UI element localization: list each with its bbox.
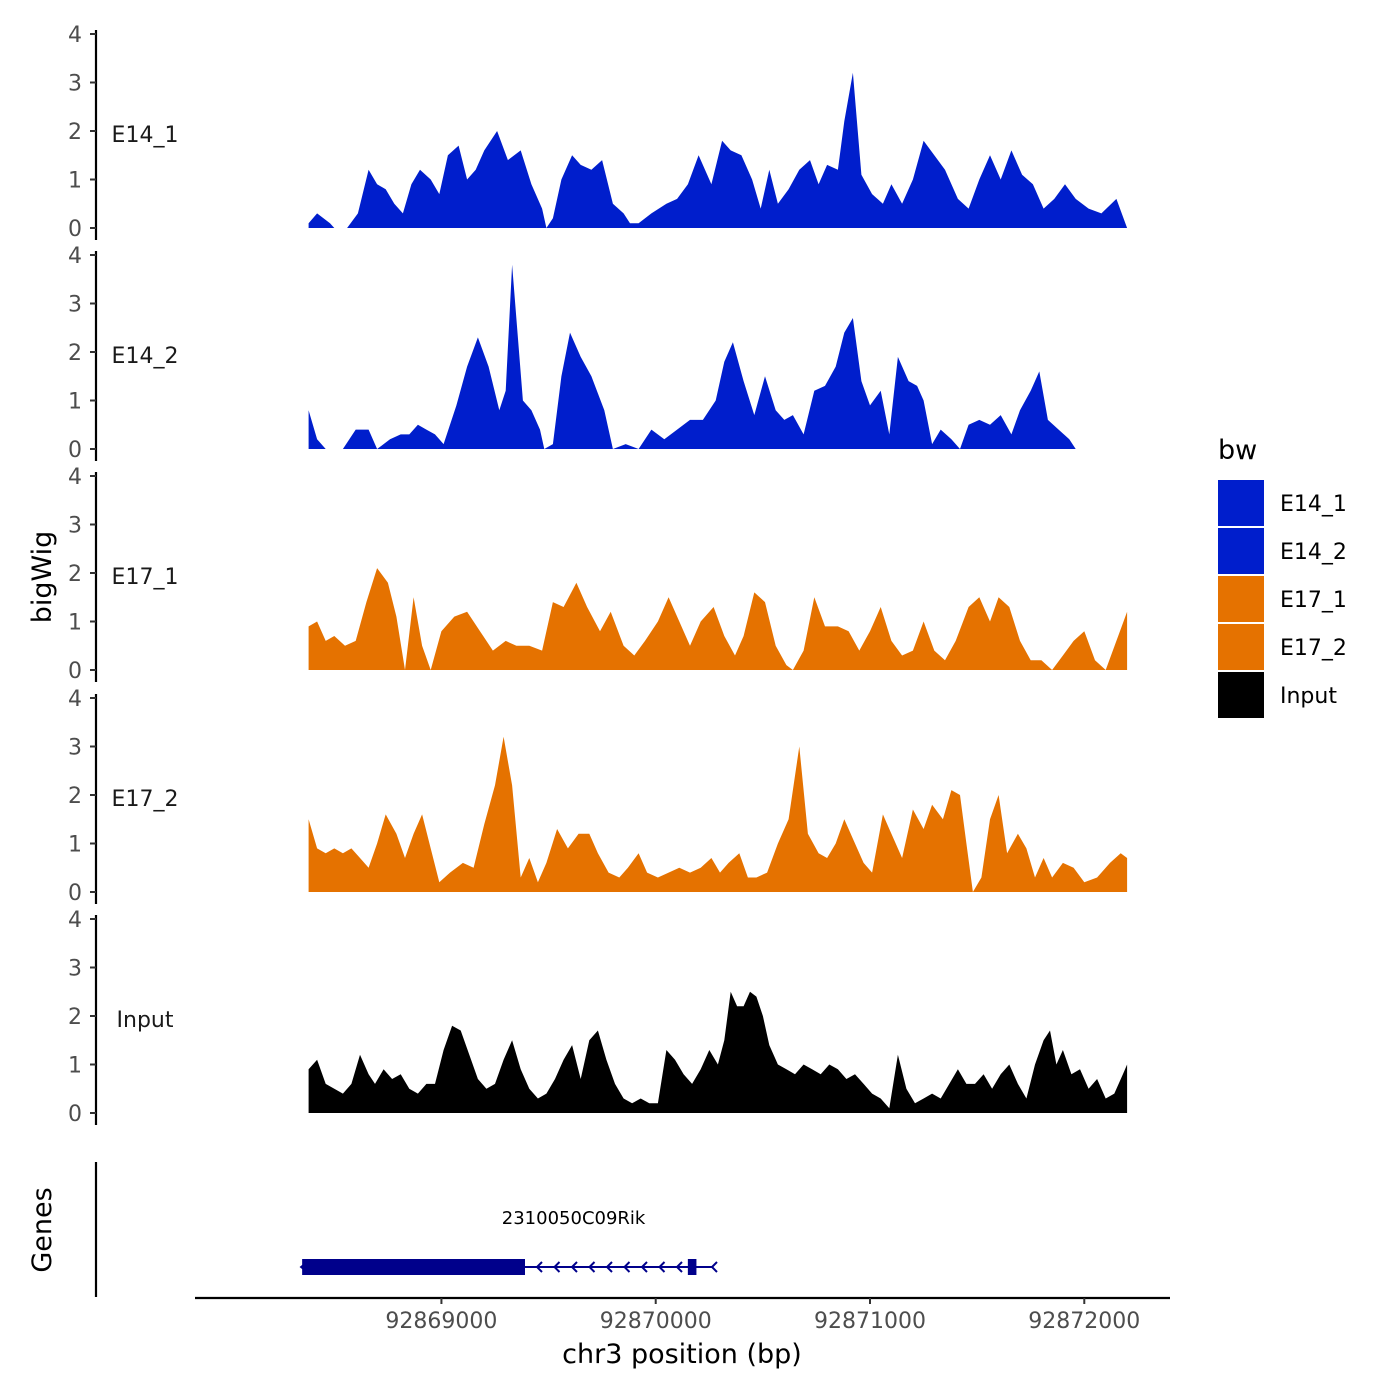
y-tick-label-e17-2-3: 3 bbox=[68, 736, 82, 761]
track-e14-2: 0 1 2 3 4 E14_2 bbox=[68, 244, 1076, 463]
x-tick-label-92871000: 92871000 bbox=[814, 1309, 926, 1334]
legend-label-e14-2: E14_2 bbox=[1280, 540, 1347, 565]
legend-swatch-input bbox=[1218, 672, 1264, 718]
y-tick-label-input-4: 4 bbox=[68, 908, 82, 933]
y-tick-label-input-3: 3 bbox=[68, 957, 82, 982]
gene-exon-block-1 bbox=[302, 1259, 525, 1275]
y-tick-label-e17-1-1: 1 bbox=[68, 611, 82, 636]
track-label-e17-2: E17_2 bbox=[112, 787, 179, 812]
track-label-input: Input bbox=[117, 1008, 174, 1033]
coverage-area-e17-1 bbox=[308, 568, 1128, 670]
track-label-e14-2: E14_2 bbox=[112, 344, 179, 369]
y-tick-label-e17-2-1: 1 bbox=[68, 833, 82, 858]
y-tick-label-e14-1-3: 3 bbox=[68, 72, 82, 97]
y-tick-label-e14-1-1: 1 bbox=[68, 169, 82, 194]
y-tick-label-e14-1-4: 4 bbox=[68, 23, 82, 48]
y-tick-label-input-0: 0 bbox=[68, 1102, 82, 1127]
tracks-group: 0 1 2 3 4 E14_1 0 1 2 3 4 E14_2 0 1 2 3 4 E17_1 0 1 2 3 4 E17_2… bbox=[68, 23, 1128, 1127]
gene-exon-block-2 bbox=[687, 1259, 697, 1275]
track-e14-1: 0 1 2 3 4 E14_1 bbox=[68, 23, 1128, 242]
y-tick-label-e14-2-1: 1 bbox=[68, 390, 82, 415]
legend-label-e17-2: E17_2 bbox=[1280, 636, 1347, 661]
legend-swatch-e17-2 bbox=[1218, 624, 1264, 670]
y-tick-label-e17-2-2: 2 bbox=[68, 784, 82, 809]
y-axis-title: bigWig bbox=[27, 531, 58, 624]
legend-swatch-e14-1 bbox=[1218, 480, 1264, 526]
x-tick-label-92869000: 92869000 bbox=[385, 1309, 497, 1334]
gene-panel: 2310050C09Rik bbox=[94, 1162, 718, 1297]
y-tick-label-e17-2-0: 0 bbox=[68, 881, 82, 906]
strand-arrow-9 bbox=[675, 1261, 683, 1273]
track-e17-1: 0 1 2 3 4 E17_1 bbox=[68, 465, 1128, 684]
legend-label-e17-1: E17_1 bbox=[1280, 588, 1347, 613]
track-input: 0 1 2 3 4 Input bbox=[68, 908, 1128, 1127]
strand-arrow-1 bbox=[535, 1261, 543, 1273]
x-tick-label-92872000: 92872000 bbox=[1028, 1309, 1140, 1334]
y-tick-label-e17-2-4: 4 bbox=[68, 687, 82, 712]
strand-arrow-3 bbox=[570, 1261, 578, 1273]
strand-arrow-5 bbox=[605, 1261, 613, 1273]
coverage-area-e14-2 bbox=[308, 264, 1076, 449]
genes-panel-title: Genes bbox=[27, 1187, 58, 1272]
y-tick-label-e17-1-2: 2 bbox=[68, 562, 82, 587]
gene-start-cap bbox=[299, 1262, 307, 1272]
gene-end-cap bbox=[710, 1261, 718, 1273]
y-tick-label-e14-2-0: 0 bbox=[68, 438, 82, 463]
legend-swatch-e14-2 bbox=[1218, 528, 1264, 574]
strand-arrow-7 bbox=[640, 1261, 648, 1273]
y-tick-label-e14-2-3: 3 bbox=[68, 293, 82, 318]
legend-title: bw bbox=[1218, 435, 1257, 466]
strand-arrow-2 bbox=[553, 1261, 561, 1273]
y-tick-label-input-1: 1 bbox=[68, 1054, 82, 1079]
strand-arrow-4 bbox=[588, 1261, 596, 1273]
y-tick-label-e17-1-3: 3 bbox=[68, 514, 82, 539]
track-label-e14-1: E14_1 bbox=[112, 123, 179, 148]
y-tick-label-e14-1-0: 0 bbox=[68, 217, 82, 242]
strand-arrow-8 bbox=[658, 1261, 666, 1273]
y-tick-label-e14-1-2: 2 bbox=[68, 120, 82, 145]
x-tick-label-92870000: 92870000 bbox=[600, 1309, 712, 1334]
coverage-area-e14-1 bbox=[308, 72, 1128, 228]
legend-label-input: Input bbox=[1280, 684, 1337, 709]
track-label-e17-1: E17_1 bbox=[112, 565, 179, 590]
legend-label-e14-1: E14_1 bbox=[1280, 492, 1347, 517]
y-tick-label-e14-2-4: 4 bbox=[68, 244, 82, 269]
legend: bw E14_1 E14_2 E17_1 E17_2 Input bbox=[1218, 435, 1347, 718]
y-tick-label-e14-2-2: 2 bbox=[68, 341, 82, 366]
x-axis-title: chr3 position (bp) bbox=[562, 1339, 802, 1370]
gene-name-label: 2310050C09Rik bbox=[502, 1208, 646, 1229]
y-tick-label-e17-1-0: 0 bbox=[68, 659, 82, 684]
coverage-area-input bbox=[308, 991, 1128, 1113]
x-axis: 92869000 92870000 92871000 92872000 bbox=[195, 1296, 1170, 1334]
gene-2310050c09rik: 2310050C09Rik bbox=[299, 1208, 718, 1275]
legend-swatch-e17-1 bbox=[1218, 576, 1264, 622]
strand-arrow-6 bbox=[623, 1261, 631, 1273]
y-tick-label-input-2: 2 bbox=[68, 1005, 82, 1030]
track-e17-2: 0 1 2 3 4 E17_2 bbox=[68, 687, 1128, 906]
y-tick-label-e17-1-4: 4 bbox=[68, 465, 82, 490]
coverage-area-e17-2 bbox=[308, 736, 1128, 892]
